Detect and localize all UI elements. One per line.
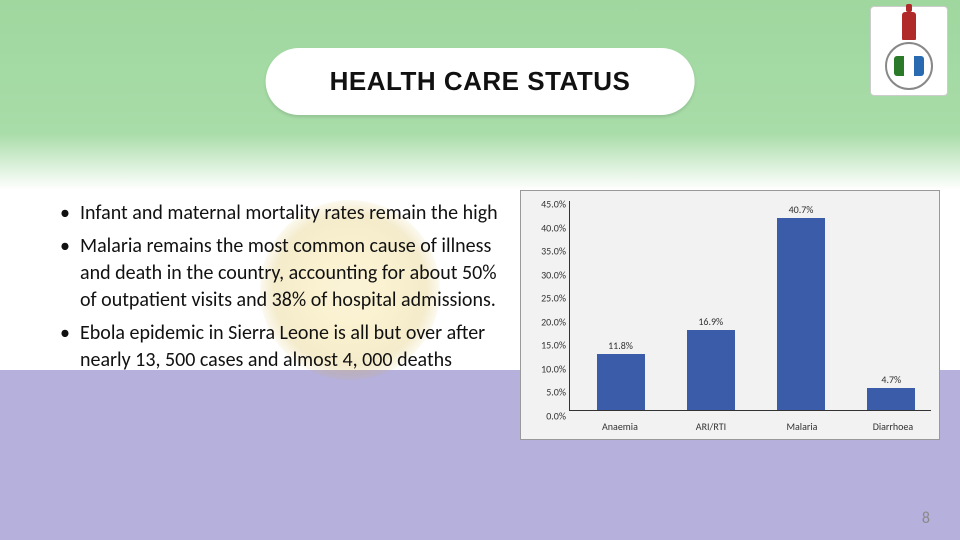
bullet-item: Ebola epidemic in Sierra Leone is all bu… (60, 320, 500, 374)
slide-title-pill: HEALTH CARE STATUS (266, 48, 695, 115)
chart-bar (777, 218, 825, 410)
chart-ytick: 5.0% (526, 386, 566, 399)
chart-ytick: 20.0% (526, 315, 566, 328)
chart-bar-value: 40.7% (771, 203, 831, 216)
chart-ytick: 25.0% (526, 292, 566, 305)
logo-crest-icon (885, 42, 933, 90)
chart-ytick: 15.0% (526, 339, 566, 352)
chart-bar (867, 388, 915, 410)
chart-bar (597, 354, 645, 410)
country-logo (870, 6, 948, 96)
logo-bottle-icon (902, 12, 916, 40)
chart-bar (687, 330, 735, 410)
page-number: 8 (922, 509, 930, 528)
chart-bar-value: 4.7% (861, 373, 921, 386)
chart-xlabel: Malaria (762, 420, 842, 433)
chart-ytick: 40.0% (526, 221, 566, 234)
chart-plot-area: 0.0%5.0%10.0%15.0%20.0%25.0%30.0%35.0%40… (569, 201, 931, 411)
bullet-item: Infant and maternal mortality rates rema… (60, 200, 500, 227)
chart-ytick: 10.0% (526, 362, 566, 375)
chart-ytick: 35.0% (526, 245, 566, 258)
chart-bar-value: 16.9% (681, 315, 741, 328)
chart-ytick: 30.0% (526, 268, 566, 281)
chart-xlabel: ARI/RTI (671, 420, 751, 433)
chart-bar-value: 11.8% (591, 339, 651, 352)
slide-title: HEALTH CARE STATUS (330, 66, 631, 97)
chart-ytick: 45.0% (526, 198, 566, 211)
bullet-list: Infant and maternal mortality rates rema… (60, 200, 500, 380)
bar-chart: 0.0% 5.0% 10.0% 15.0% 20.0% 25.0% 30.0% 35.0% 40… (520, 190, 940, 440)
chart-xlabel: Anaemia (580, 420, 660, 433)
chart-xlabel: Diarrhoea (853, 420, 933, 433)
chart-ytick: 0.0% (526, 410, 566, 423)
bullet-item: Malaria remains the most common cause of… (60, 233, 500, 314)
